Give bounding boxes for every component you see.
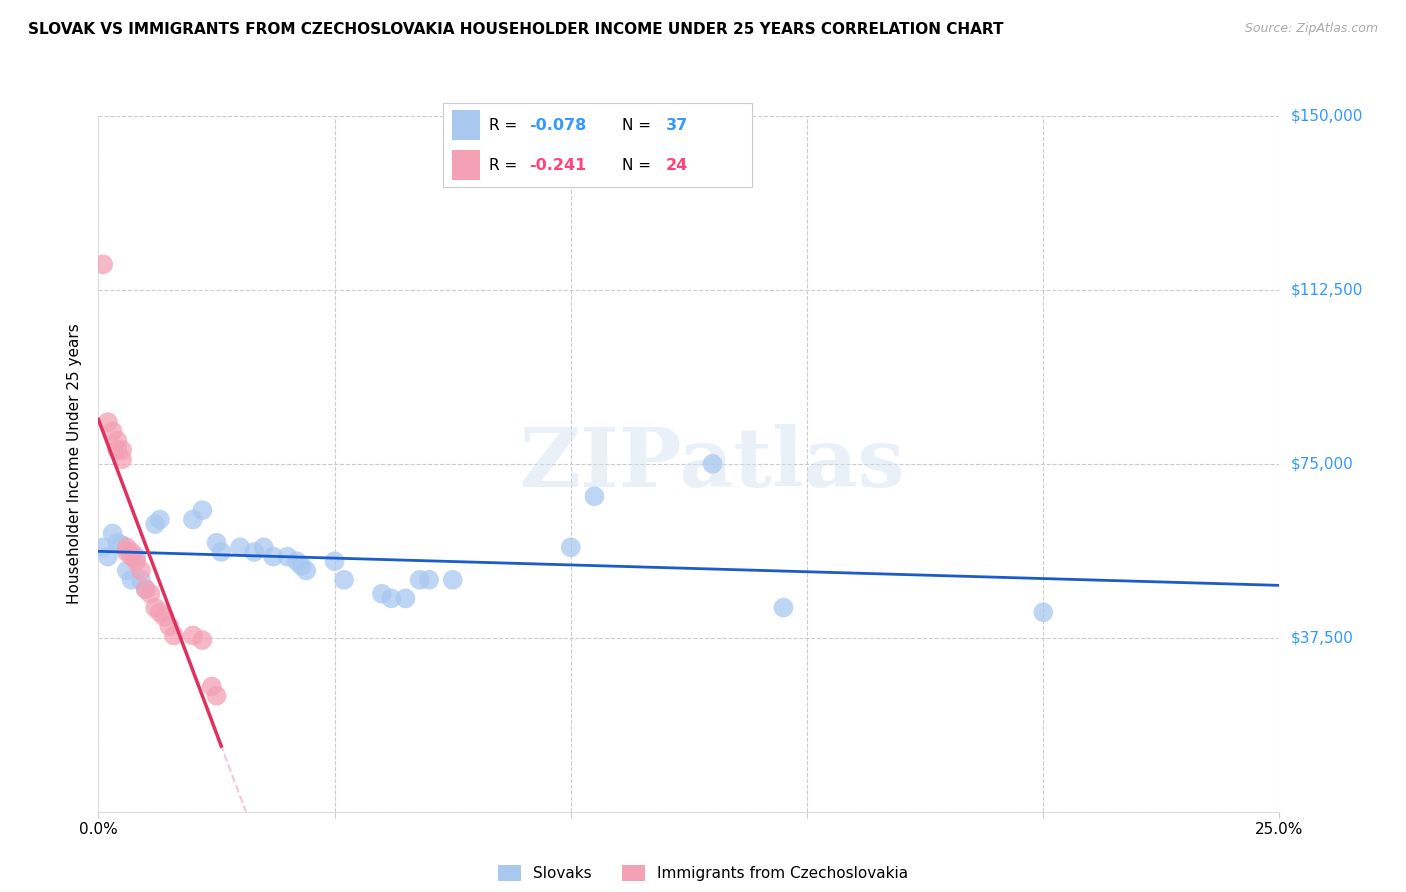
Point xyxy=(181,512,204,526)
Text: $37,500: $37,500 xyxy=(1291,631,1354,645)
Point xyxy=(290,558,312,573)
Point xyxy=(295,564,318,578)
Text: 37: 37 xyxy=(665,118,688,133)
Text: 24: 24 xyxy=(665,158,688,173)
Point xyxy=(441,573,464,587)
Text: R =: R = xyxy=(489,158,523,173)
Point xyxy=(143,517,166,532)
Point xyxy=(97,549,120,564)
Text: $75,000: $75,000 xyxy=(1291,457,1354,471)
Point xyxy=(191,633,214,648)
Legend: Slovaks, Immigrants from Czechoslovakia: Slovaks, Immigrants from Czechoslovakia xyxy=(492,859,914,888)
Point xyxy=(323,554,346,568)
Point xyxy=(135,582,157,596)
Text: N =: N = xyxy=(623,158,657,173)
Point xyxy=(205,535,228,549)
Text: N =: N = xyxy=(623,118,657,133)
Point xyxy=(91,257,114,271)
Text: $112,500: $112,500 xyxy=(1291,283,1362,297)
Point xyxy=(105,442,128,457)
Text: Source: ZipAtlas.com: Source: ZipAtlas.com xyxy=(1244,22,1378,36)
Point xyxy=(772,600,794,615)
Point xyxy=(201,680,224,694)
Point xyxy=(285,554,308,568)
Point xyxy=(115,545,138,559)
FancyBboxPatch shape xyxy=(453,111,479,140)
Text: SLOVAK VS IMMIGRANTS FROM CZECHOSLOVAKIA HOUSEHOLDER INCOME UNDER 25 YEARS CORRE: SLOVAK VS IMMIGRANTS FROM CZECHOSLOVAKIA… xyxy=(28,22,1004,37)
Point xyxy=(243,545,266,559)
Point xyxy=(333,573,356,587)
Point xyxy=(253,541,276,555)
Point xyxy=(149,512,172,526)
FancyBboxPatch shape xyxy=(453,150,479,179)
Text: -0.078: -0.078 xyxy=(530,118,586,133)
Point xyxy=(121,549,143,564)
Point xyxy=(101,425,124,439)
Point xyxy=(163,628,186,642)
Point xyxy=(418,573,440,587)
Point xyxy=(380,591,402,606)
Point xyxy=(125,554,148,568)
Point xyxy=(191,503,214,517)
Point xyxy=(101,526,124,541)
Point xyxy=(371,587,394,601)
Point xyxy=(121,573,143,587)
Point xyxy=(153,610,176,624)
Point xyxy=(129,564,152,578)
Text: $150,000: $150,000 xyxy=(1291,109,1362,123)
Text: -0.241: -0.241 xyxy=(530,158,586,173)
Point xyxy=(115,541,138,555)
Point xyxy=(149,605,172,619)
Point xyxy=(143,600,166,615)
Point xyxy=(394,591,416,606)
Point xyxy=(111,452,134,467)
Point xyxy=(181,628,204,642)
Point xyxy=(129,573,152,587)
Text: R =: R = xyxy=(489,118,523,133)
Point xyxy=(139,587,162,601)
Point xyxy=(408,573,430,587)
Point xyxy=(115,564,138,578)
Text: ZIPatlas: ZIPatlas xyxy=(520,424,905,504)
Point xyxy=(111,538,134,552)
Point xyxy=(105,535,128,549)
Point xyxy=(111,442,134,457)
Point xyxy=(97,415,120,429)
Point xyxy=(125,549,148,564)
Point xyxy=(205,689,228,703)
Point xyxy=(135,582,157,596)
Point xyxy=(157,619,180,633)
Point xyxy=(276,549,298,564)
Point xyxy=(1032,605,1054,619)
Point xyxy=(262,549,284,564)
Point xyxy=(702,457,724,471)
Point xyxy=(209,545,232,559)
Point xyxy=(229,541,252,555)
Point xyxy=(105,434,128,448)
Point xyxy=(121,545,143,559)
Y-axis label: Householder Income Under 25 years: Householder Income Under 25 years xyxy=(67,324,83,604)
Point xyxy=(91,541,114,555)
Point xyxy=(583,489,606,503)
Point xyxy=(560,541,582,555)
